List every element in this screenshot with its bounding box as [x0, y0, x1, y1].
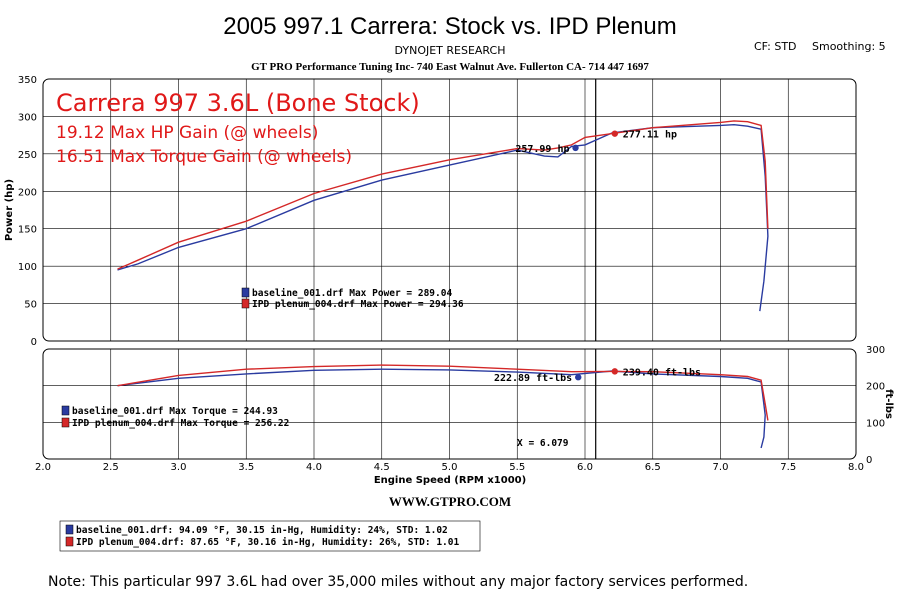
x-tick-label: 4.0: [306, 462, 322, 473]
x-tick-label: 8.0: [848, 462, 864, 473]
smoothing-label: Smoothing: 5: [812, 40, 886, 53]
chart-subtitle: DYNOJET RESEARCH: [395, 44, 506, 57]
cursor-x-readout: X = 6.079: [517, 438, 569, 449]
torque-legend-ipd-swatch: [61, 417, 70, 428]
power-marker: [611, 130, 619, 137]
x-axis-label: Engine Speed (RPM x1000): [374, 475, 526, 486]
cf-label: CF: STD: [754, 40, 797, 53]
footer-legend-box: [59, 520, 481, 552]
x-tick-label: 6.0: [577, 462, 593, 473]
power-y-tick: 200: [18, 187, 37, 198]
power-line-baseline: [117, 123, 769, 312]
chart-title: 2005 997.1 Carrera: Stock vs. IPD Plenum: [223, 13, 677, 40]
torque-legend-baseline: baseline_001.drf Max Torque = 244.93: [72, 406, 278, 417]
power-legend-baseline-swatch: [241, 287, 250, 298]
shop-info: GT PRO Performance Tuning Inc- 740 East …: [251, 61, 649, 73]
power-grid: [43, 79, 856, 341]
power-legend-baseline: baseline_001.drf Max Power = 289.04: [252, 288, 452, 299]
tq-gain-annotation: 16.51 Max Torque Gain (@ wheels): [56, 147, 352, 167]
torque-marker: [611, 368, 619, 375]
power-marker: [572, 144, 579, 152]
power-y-tick: 50: [24, 300, 37, 311]
power-y-tick: 150: [18, 225, 37, 236]
power-legend-ipd-swatch: [241, 298, 250, 309]
power-lines: 257.99 hp 277.11 hp: [117, 120, 769, 312]
power-y-ticks: 0 50 100 150 200 250 300 350: [18, 75, 37, 348]
torque-grid: [43, 349, 856, 459]
footer-baseline-swatch: [65, 524, 74, 535]
power-value-label: 257.99 hp: [515, 144, 569, 155]
footer-ipd-conditions: IPD plenum_004.drf: 87.65 °F, 30.16 in-H…: [76, 537, 459, 548]
torque-y-label: ft-lbs: [883, 389, 894, 419]
torque-marker: [575, 374, 582, 381]
x-tick-label: 6.5: [645, 462, 661, 473]
x-tick-label: 3.0: [171, 462, 187, 473]
x-tick-label: 7.5: [780, 462, 796, 473]
x-tick-label: 3.5: [238, 462, 254, 473]
torque-value-label: 239.40 ft-lbs: [623, 367, 701, 378]
torque-y-ticks: 0 100 200 300: [866, 345, 885, 466]
torque-value-label: 222.89 ft-lbs: [494, 373, 572, 384]
power-y-label: Power (hp): [4, 179, 15, 241]
torque-line-ipd: [117, 364, 769, 421]
x-tick-label: 2.5: [103, 462, 119, 473]
power-y-tick: 350: [18, 75, 37, 86]
x-tick-label: 5.0: [442, 462, 458, 473]
torque-y-tick: 100: [866, 418, 885, 429]
footer-ipd-swatch: [65, 536, 74, 547]
power-y-tick: 0: [31, 337, 37, 348]
torque-line-baseline: [117, 368, 766, 449]
footnote: Note: This particular 997 3.6L had over …: [48, 574, 748, 590]
power-y-tick: 300: [18, 112, 37, 123]
torque-lines: 222.89 ft-lbs 239.40 ft-lbs: [117, 364, 769, 449]
power-y-tick: 100: [18, 262, 37, 273]
torque-y-tick: 0: [866, 455, 872, 466]
hp-gain-annotation: 19.12 Max HP Gain (@ wheels): [56, 123, 318, 143]
x-tick-label: 5.5: [509, 462, 525, 473]
power-legend-ipd: IPD plenum_004.drf Max Power = 294.36: [252, 299, 464, 310]
x-tick-label: 7.0: [713, 462, 729, 473]
footer-baseline-conditions: baseline_001.drf: 94.09 °F, 30.15 in-Hg,…: [76, 525, 448, 536]
torque-y-tick: 200: [866, 382, 885, 393]
x-tick-label: 4.5: [374, 462, 390, 473]
website-label: WWW.GTPRO.COM: [389, 494, 511, 509]
torque-legend-baseline-swatch: [61, 405, 70, 416]
torque-y-tick: 300: [866, 345, 885, 356]
torque-legend-ipd: IPD plenum_004.drf Max Torque = 256.22: [72, 418, 289, 429]
x-axis-ticks: 2.0 2.5 3.0 3.5 4.0 4.5 5.0 5.5 6.0 6.5 7.0 7.5 8.0: [35, 462, 864, 473]
car-annotation: Carrera 997 3.6L (Bone Stock): [56, 89, 420, 117]
power-value-label: 277.11 hp: [623, 130, 677, 141]
power-line-ipd: [117, 120, 769, 270]
power-y-tick: 250: [18, 150, 37, 161]
x-tick-label: 2.0: [35, 462, 51, 473]
